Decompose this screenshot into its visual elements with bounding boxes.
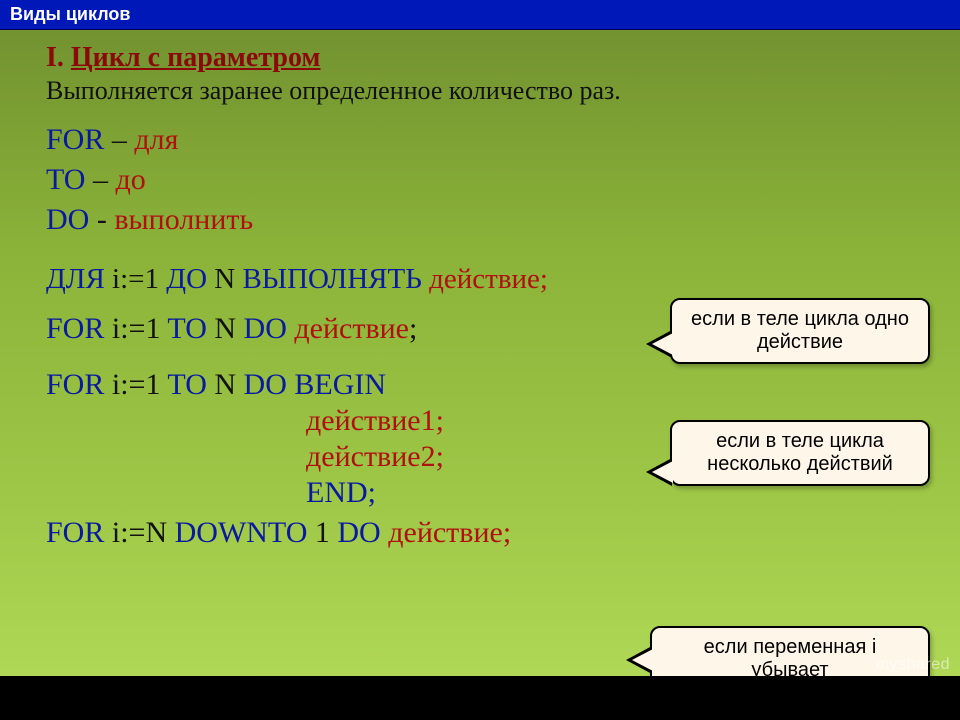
heading-number: I. — [46, 42, 64, 73]
dash: – — [112, 123, 127, 156]
watermark: myshared — [876, 656, 950, 674]
kw-do: DO — [244, 312, 287, 345]
ivar: i:=N — [112, 516, 167, 549]
ivar: i:=1 — [112, 312, 161, 345]
kw-dlya: ДЛЯ — [46, 263, 105, 295]
callout-text: если в теле цикла несколько действий — [707, 430, 893, 475]
hyphen: - — [97, 203, 107, 236]
kw-for: FOR — [46, 123, 104, 156]
callout-tail-icon — [632, 649, 653, 671]
dash: – — [93, 163, 108, 196]
kw-vypolnyat: ВЫПОЛНЯТЬ — [242, 263, 421, 295]
ivar: i:=1 — [112, 263, 159, 295]
bottom-bar — [0, 676, 960, 720]
heading: I. Цикл с параметром — [46, 42, 930, 74]
kw-for-line: FOR – для — [46, 120, 930, 160]
kw-for: FOR — [46, 516, 104, 549]
callout-tail-icon — [652, 333, 673, 355]
kw-do-line: DO - выполнить — [46, 200, 930, 240]
n: N — [214, 263, 235, 295]
kw-to: TO — [46, 163, 85, 196]
kw-for-translation: для — [134, 123, 178, 156]
kw-to: TO — [167, 312, 206, 345]
kw-to-translation: до — [115, 163, 145, 196]
kw-to: TO — [167, 368, 206, 401]
callout-text: если в теле цикла одно действие — [691, 308, 909, 353]
for-begin-line: FOR i:=1 TO N DO BEGIN — [46, 368, 930, 402]
one: 1 — [315, 516, 330, 549]
kw-downto: DOWNTO — [175, 516, 308, 549]
callout-multi-action: если в теле цикла несколько действий — [670, 420, 930, 486]
kw-do-translation: выполнить — [114, 203, 253, 236]
russian-pseudocode-line: ДЛЯ i:=1 ДО N ВЫПОЛНЯТЬ действие; — [46, 263, 930, 296]
action: действие — [294, 312, 409, 345]
keyword-definitions: FOR – для TO – до DO - выполнить — [46, 120, 930, 241]
callout-tail-icon — [652, 461, 673, 483]
ivar: i:=1 — [112, 368, 161, 401]
kw-for: FOR — [46, 368, 104, 401]
kw-do: DO — [337, 516, 380, 549]
callout-text: если переменная i убывает — [704, 636, 877, 681]
title-bar: Виды циклов — [0, 0, 960, 30]
kw-do-ru: ДО — [166, 263, 207, 295]
n: N — [214, 368, 236, 401]
callout-single-action: если в теле цикла одно действие — [670, 298, 930, 364]
action: действие; — [429, 263, 548, 295]
subtitle: Выполняется заранее определенное количес… — [46, 76, 930, 106]
for-downto-line: FOR i:=N DOWNTO 1 DO действие; — [46, 516, 930, 550]
kw-begin: BEGIN — [294, 368, 386, 401]
kw-do: DO — [244, 368, 287, 401]
kw-for: FOR — [46, 312, 104, 345]
kw-to-line: TO – до — [46, 160, 930, 200]
action: действие; — [388, 516, 511, 549]
semicolon: ; — [409, 312, 417, 345]
kw-do: DO — [46, 203, 89, 236]
n: N — [214, 312, 236, 345]
heading-title: Цикл с параметром — [71, 42, 321, 73]
